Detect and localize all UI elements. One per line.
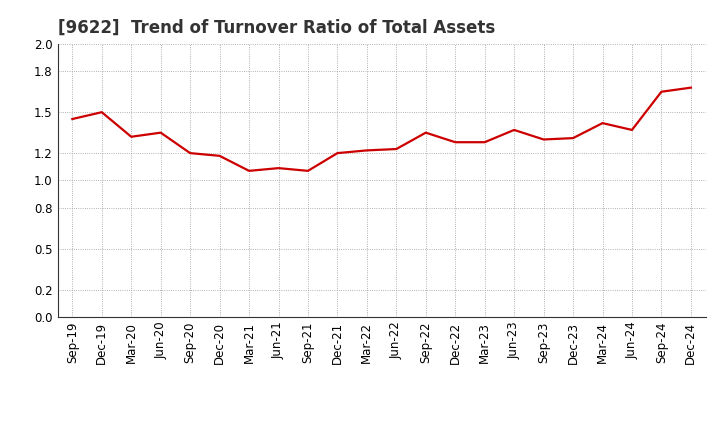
Text: [9622]  Trend of Turnover Ratio of Total Assets: [9622] Trend of Turnover Ratio of Total … <box>58 19 495 37</box>
